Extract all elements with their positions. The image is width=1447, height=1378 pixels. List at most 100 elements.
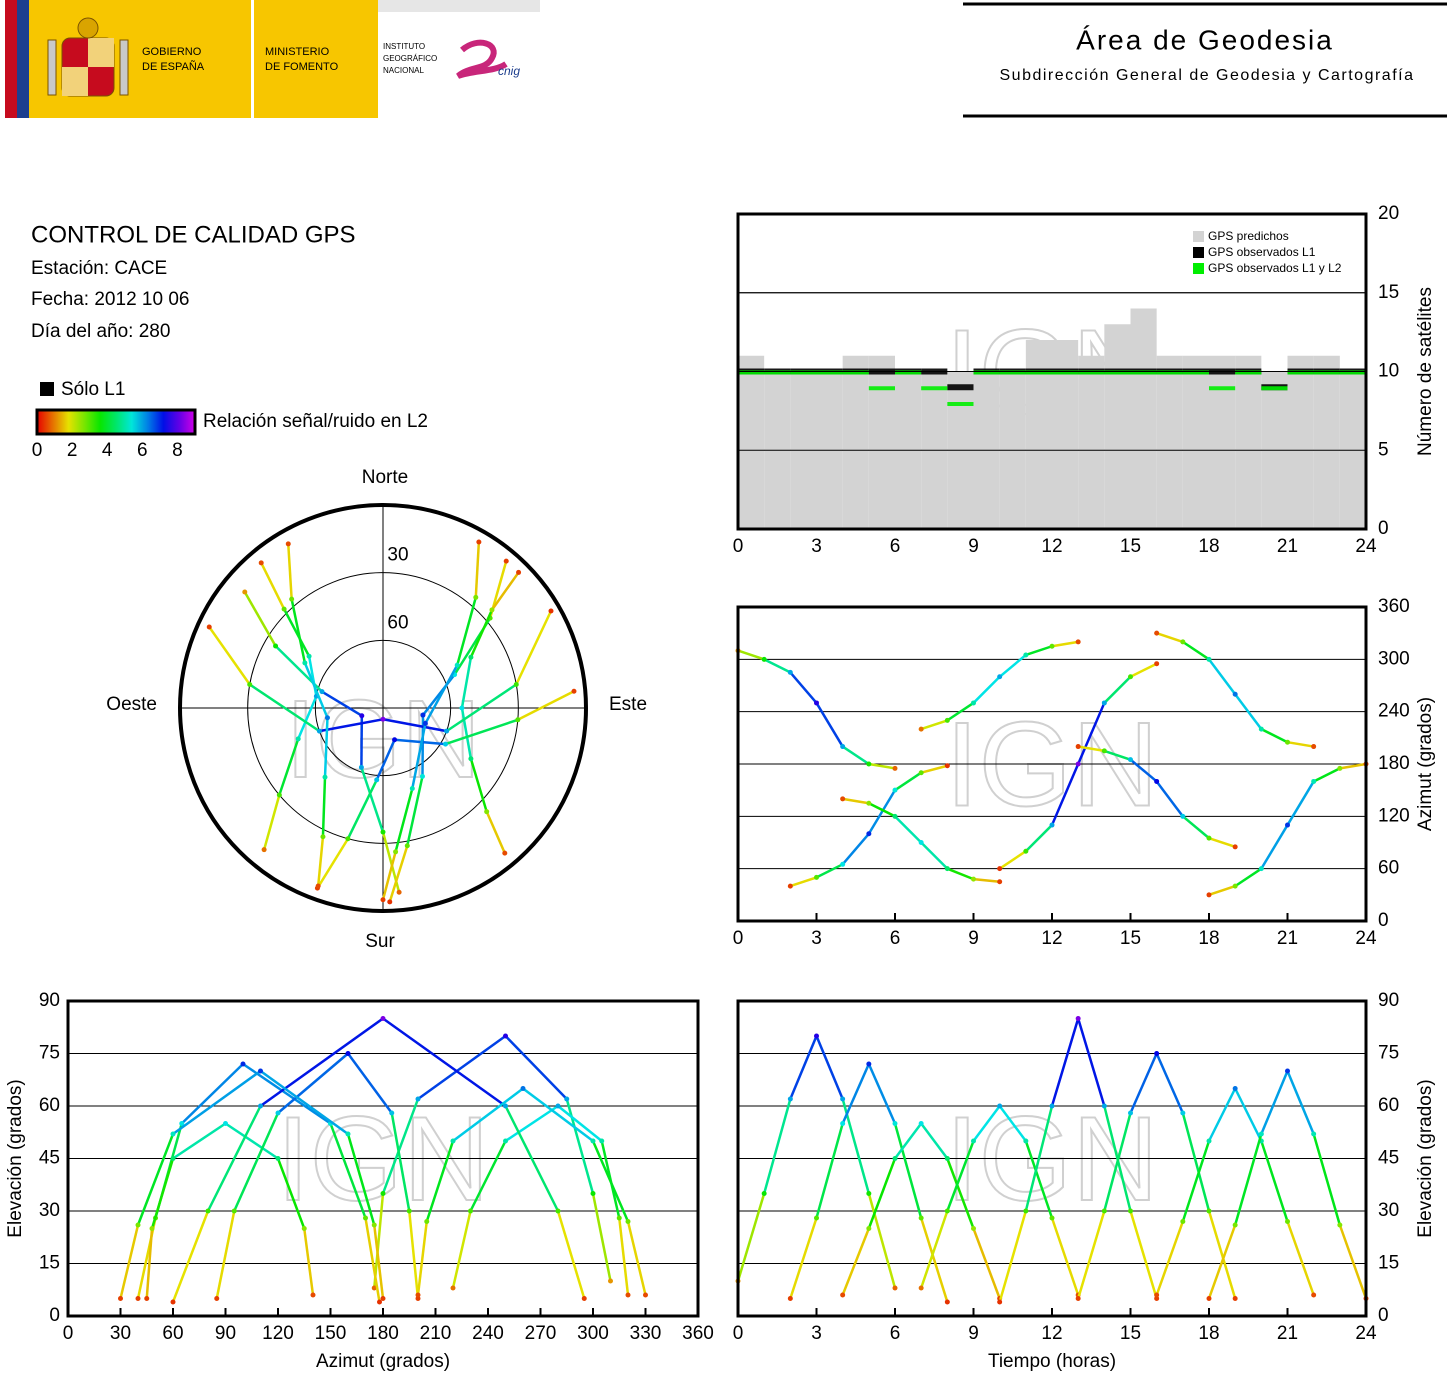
track-point <box>1285 739 1290 745</box>
track-point <box>840 1096 846 1102</box>
track-point <box>971 700 976 706</box>
track-point <box>944 717 950 723</box>
step <box>1025 370 1052 375</box>
track-segment <box>1260 1070 1289 1135</box>
track-point <box>1311 1131 1317 1137</box>
track-point <box>564 1096 570 1102</box>
bar <box>1078 355 1105 529</box>
track-point <box>1101 700 1107 706</box>
x-tick-label: 150 <box>315 1323 347 1344</box>
track-point <box>206 624 212 630</box>
track-segment <box>867 789 897 835</box>
track-point <box>548 608 554 614</box>
track-segment <box>469 609 494 658</box>
track-point <box>1258 726 1264 732</box>
track-segment <box>1155 1221 1185 1296</box>
track-segment <box>1129 662 1158 678</box>
track-point <box>944 1208 950 1214</box>
track-point <box>380 897 386 903</box>
track-point <box>1075 761 1081 767</box>
x-tick-label: 9 <box>968 536 979 557</box>
track-segment <box>373 1224 385 1299</box>
track-point <box>503 1033 508 1039</box>
track-point <box>322 774 328 780</box>
track-segment <box>1129 758 1158 783</box>
track-segment <box>789 1035 818 1100</box>
track-segment <box>329 1123 367 1219</box>
track-point <box>289 596 295 602</box>
track-point <box>420 712 426 718</box>
track-segment <box>382 718 447 733</box>
track-segment <box>277 1052 349 1114</box>
track-segment <box>1286 1070 1315 1135</box>
track-point <box>1337 765 1343 771</box>
legend-swatch <box>1193 247 1204 258</box>
y-tick-label: 15 <box>1378 282 1399 303</box>
track-segment <box>485 811 506 854</box>
track-segment <box>591 1193 612 1282</box>
track-segment <box>150 1158 175 1229</box>
track-segment <box>119 1224 140 1299</box>
track-point <box>1154 661 1160 667</box>
track-segment <box>736 1193 766 1282</box>
track-point <box>918 1285 924 1291</box>
track-point <box>306 653 312 659</box>
track-point <box>840 1121 846 1126</box>
track-point <box>149 1226 155 1231</box>
track-segment <box>388 845 409 903</box>
track-segment <box>1208 836 1236 849</box>
track-point <box>503 1138 508 1144</box>
step <box>816 370 843 375</box>
track-point <box>320 834 326 840</box>
y-tick-label: 30 <box>1378 1200 1399 1221</box>
track-segment <box>1313 767 1341 783</box>
track-point <box>281 606 287 612</box>
y-tick-label: 10 <box>1378 361 1399 382</box>
track-segment <box>171 1210 210 1303</box>
track-point <box>135 1222 141 1228</box>
x-tick-label: 90 <box>215 1323 236 1344</box>
track-point <box>473 594 479 600</box>
track-point <box>503 558 509 564</box>
step <box>738 370 765 375</box>
track-point <box>643 1292 648 1298</box>
track-point <box>261 847 267 853</box>
track-segment <box>303 662 329 719</box>
track-point <box>971 1226 976 1231</box>
track-point <box>840 861 846 867</box>
track-segment <box>841 1063 870 1125</box>
y-tick-label: 300 <box>1378 648 1410 669</box>
track-segment <box>504 1104 559 1143</box>
track-point <box>374 777 380 783</box>
step <box>895 370 922 375</box>
step <box>947 402 974 406</box>
track-segment <box>375 739 396 781</box>
track-segment <box>206 1105 262 1212</box>
track-segment <box>180 1063 244 1125</box>
x-tick-label: 60 <box>162 1323 183 1344</box>
track-segment <box>868 762 896 770</box>
track-point <box>389 1110 395 1116</box>
track-segment <box>618 1217 630 1296</box>
track-point <box>761 1191 767 1196</box>
track-segment <box>1286 780 1315 826</box>
track-point <box>214 1296 220 1301</box>
track-point <box>231 1208 237 1214</box>
track-point <box>1154 1296 1160 1301</box>
track-point <box>358 764 364 770</box>
x-tick-label: 9 <box>968 1323 979 1344</box>
track-segment <box>323 717 329 778</box>
track-point <box>787 1096 793 1102</box>
step <box>947 384 974 391</box>
step <box>1209 386 1236 391</box>
track-point <box>866 831 872 837</box>
track-segment <box>1260 727 1289 744</box>
track-point <box>468 756 474 762</box>
x-tick-label: 0 <box>733 536 744 557</box>
track-segment <box>360 766 385 833</box>
track-segment <box>421 715 425 777</box>
track-point <box>380 1296 386 1301</box>
track-point <box>571 688 577 694</box>
track-point <box>1258 866 1264 872</box>
